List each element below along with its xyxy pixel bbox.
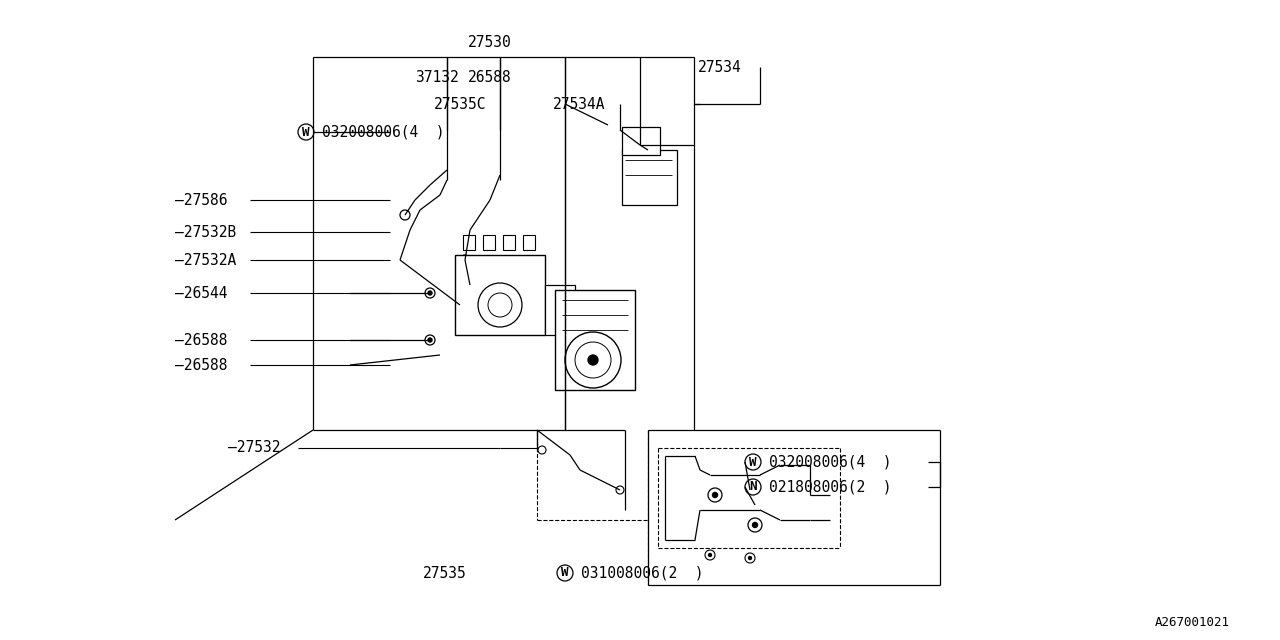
Bar [483,235,495,250]
Circle shape [428,338,433,342]
Text: 27530: 27530 [468,35,512,49]
Text: 032008006(4  ): 032008006(4 ) [323,125,444,140]
Text: A267001021: A267001021 [1155,616,1230,628]
Bar [556,290,635,390]
Text: 27534A: 27534A [553,97,605,111]
Text: —26544: —26544 [175,285,228,301]
Text: —27532: —27532 [228,440,280,456]
Text: W: W [749,456,756,468]
Text: N: N [749,481,756,493]
Text: 26588: 26588 [468,70,512,84]
Circle shape [713,493,718,497]
Circle shape [588,355,598,365]
Text: 021808006(2  ): 021808006(2 ) [769,479,891,495]
Text: W: W [561,566,568,579]
Text: 031008006(2  ): 031008006(2 ) [581,566,704,580]
Text: 27535: 27535 [422,566,467,580]
Text: W: W [302,125,310,138]
Circle shape [749,557,751,559]
Text: —27586: —27586 [175,193,228,207]
Bar [503,235,515,250]
Bar [454,255,545,335]
Text: —26588: —26588 [175,358,228,372]
Text: 032008006(4  ): 032008006(4 ) [769,454,891,470]
Circle shape [753,522,758,527]
Bar [622,150,677,205]
Circle shape [709,554,712,557]
Text: —27532A: —27532A [175,253,237,268]
Text: —27532B: —27532B [175,225,237,239]
Text: 27534: 27534 [698,60,741,74]
Bar [622,127,660,155]
Text: 37132: 37132 [415,70,458,84]
Bar [463,235,475,250]
Text: 27535C: 27535C [434,97,486,111]
Text: —26588: —26588 [175,333,228,348]
Bar [524,235,535,250]
Circle shape [428,291,433,295]
Bar [545,285,575,335]
